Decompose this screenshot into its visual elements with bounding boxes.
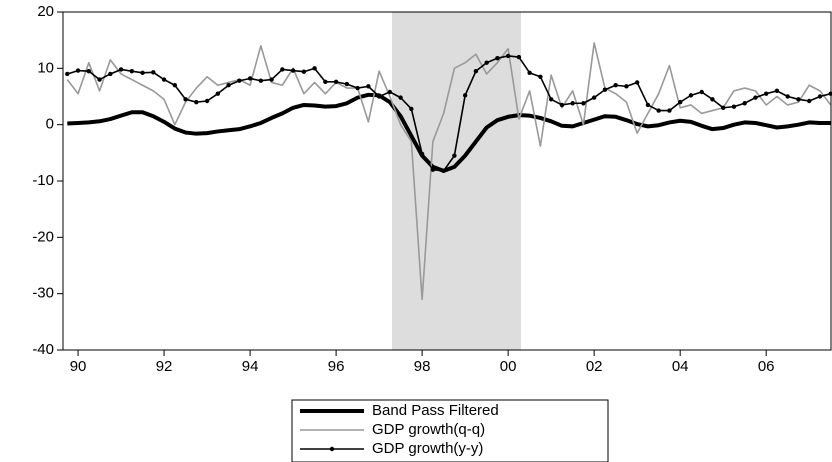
marker xyxy=(226,83,231,88)
marker xyxy=(720,105,726,110)
marker xyxy=(570,101,575,106)
marker xyxy=(624,84,629,89)
marker xyxy=(634,80,640,85)
y-tick-label: 20 xyxy=(37,3,54,20)
marker xyxy=(323,79,328,85)
marker xyxy=(559,102,565,108)
y-tick-label: 10 xyxy=(37,59,54,76)
marker xyxy=(591,95,597,100)
marker xyxy=(817,94,823,99)
marker xyxy=(538,74,543,79)
marker xyxy=(677,99,683,105)
shaded-region xyxy=(392,12,522,350)
marker xyxy=(613,83,618,88)
marker xyxy=(516,54,522,60)
marker xyxy=(247,76,253,81)
marker xyxy=(333,79,339,85)
legend-label: GDP growth(q-q) xyxy=(372,421,485,438)
marker xyxy=(183,97,188,102)
marker xyxy=(215,91,221,96)
marker xyxy=(527,70,532,76)
marker xyxy=(140,70,145,76)
marker xyxy=(807,98,812,104)
marker xyxy=(398,95,403,100)
x-tick-label: 94 xyxy=(242,358,259,375)
marker xyxy=(785,94,790,99)
marker xyxy=(258,78,264,83)
marker xyxy=(301,69,307,74)
marker xyxy=(731,104,737,109)
legend-label: Band Pass Filtered xyxy=(372,402,499,419)
series-line xyxy=(67,92,831,173)
marker xyxy=(688,93,694,98)
x-tick-label: 90 xyxy=(70,358,87,375)
x-tick-label: 04 xyxy=(672,358,689,375)
marker xyxy=(581,101,586,106)
marker xyxy=(441,168,446,174)
marker xyxy=(419,151,425,157)
marker xyxy=(505,53,511,59)
marker xyxy=(742,101,747,106)
marker xyxy=(452,153,457,158)
marker xyxy=(237,78,242,83)
marker xyxy=(710,97,715,102)
marker xyxy=(645,102,651,108)
marker xyxy=(280,67,285,72)
marker xyxy=(473,68,479,74)
plot-frame xyxy=(62,11,832,351)
y-tick-label: -20 xyxy=(32,228,54,245)
marker xyxy=(204,98,210,104)
marker xyxy=(430,167,436,172)
y-tick-label: 0 xyxy=(46,116,54,133)
y-tick-label: -30 xyxy=(32,285,54,302)
marker xyxy=(409,106,414,112)
marker xyxy=(161,77,167,82)
x-tick-label: 92 xyxy=(156,358,173,375)
marker xyxy=(129,68,135,74)
marker xyxy=(97,77,102,82)
marker xyxy=(151,70,156,75)
marker xyxy=(495,55,500,61)
marker xyxy=(290,68,296,73)
marker xyxy=(387,89,393,95)
legend-label: GDP growth(y-y) xyxy=(372,440,483,457)
legend-marker xyxy=(329,446,335,452)
marker xyxy=(548,97,554,102)
marker xyxy=(312,66,317,71)
y-tick-label: -10 xyxy=(32,172,54,189)
marker xyxy=(118,67,124,72)
marker xyxy=(656,108,661,113)
marker xyxy=(774,88,780,94)
marker xyxy=(194,99,199,105)
marker xyxy=(344,81,350,87)
x-tick-label: 98 xyxy=(414,358,431,375)
marker xyxy=(172,83,178,88)
marker xyxy=(366,84,371,89)
marker xyxy=(484,60,489,65)
x-tick-label: 00 xyxy=(500,358,517,375)
marker xyxy=(65,71,70,77)
marker xyxy=(699,89,704,95)
marker xyxy=(86,68,92,74)
marker xyxy=(763,91,769,96)
series-line xyxy=(66,42,832,301)
x-tick-label: 02 xyxy=(586,358,603,375)
marker xyxy=(75,68,81,73)
x-tick-label: 06 xyxy=(758,358,775,375)
marker xyxy=(462,93,468,98)
y-tick-label: -40 xyxy=(32,341,54,358)
marker xyxy=(753,95,758,100)
marker xyxy=(602,87,608,92)
marker xyxy=(667,108,672,113)
marker xyxy=(376,94,382,99)
marker xyxy=(269,77,274,82)
marker xyxy=(355,85,360,91)
marker xyxy=(796,97,801,102)
x-tick-label: 96 xyxy=(328,358,345,375)
marker xyxy=(108,71,113,77)
